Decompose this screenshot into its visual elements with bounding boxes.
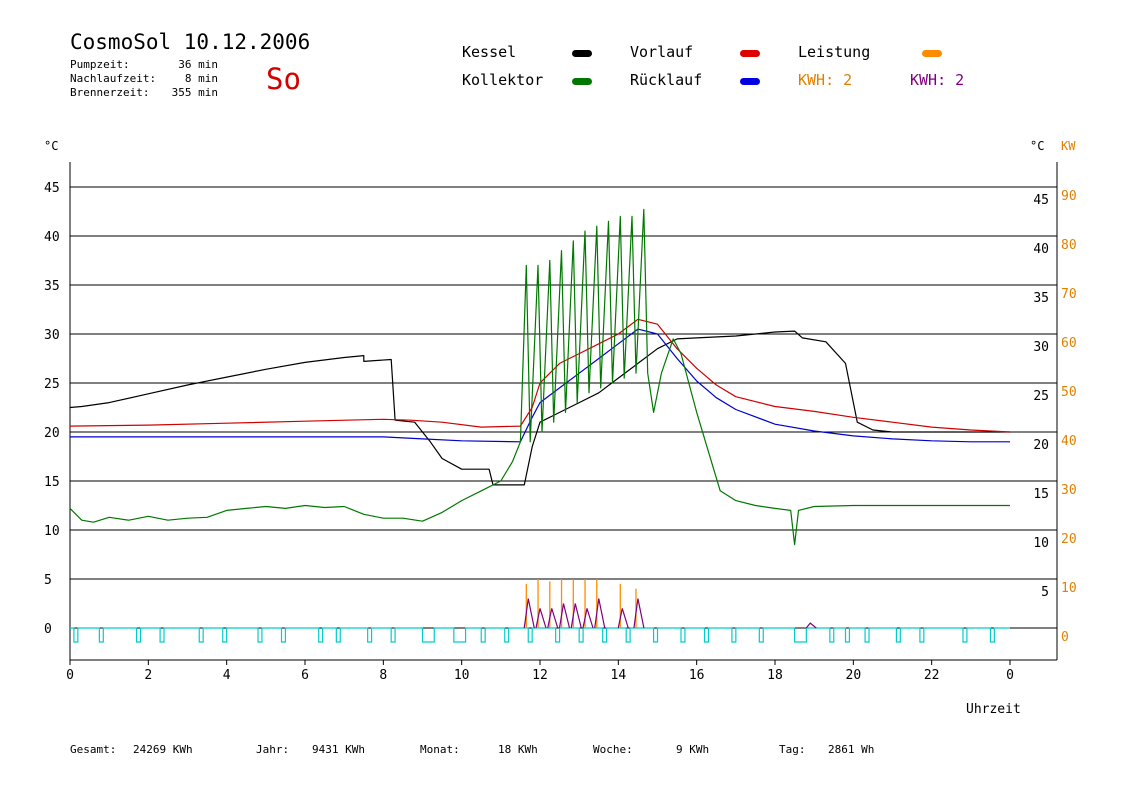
legend-kwh-orange: KWH: 2 [798, 71, 853, 89]
y-tick-right-c: 5 [1041, 585, 1049, 600]
kwh-spike [582, 608, 594, 629]
legend-kessel-swatch [572, 50, 592, 57]
x-tick-label: 6 [301, 668, 309, 683]
x-tick-label: 2 [144, 668, 152, 683]
nachlaufzeit-label: Nachlaufzeit: [70, 72, 157, 85]
series-line-kollektor [69, 208, 1010, 546]
legend-leistung-swatch [922, 50, 942, 57]
y-tick-left: 35 [44, 279, 60, 294]
x-tick-label: 22 [924, 668, 940, 683]
y-tick-right-kw: 40 [1061, 434, 1077, 449]
legend-kwh-purple: KWH: 2 [910, 71, 965, 89]
y-tick-left: 45 [44, 181, 60, 196]
kwh-spike [633, 598, 645, 629]
y-tick-right-kw: 90 [1061, 189, 1077, 204]
monat-label: Monat: [420, 743, 460, 756]
y-tick-right-kw: 0 [1061, 630, 1069, 645]
brennerzeit-label: Brennerzeit: [70, 86, 150, 99]
right-axis-unit-kw: KW [1061, 139, 1076, 153]
x-tick-label: 10 [454, 668, 470, 683]
y-tick-right-kw: 10 [1061, 581, 1077, 596]
y-tick-right-c: 25 [1033, 389, 1049, 404]
x-axis-label: Uhrzeit [966, 702, 1021, 717]
pumpzeit-value: 36 min [178, 58, 218, 71]
legend-vorlauf-label: Vorlauf [630, 43, 694, 61]
kwh-spike [523, 598, 535, 629]
woche-label: Woche: [593, 743, 633, 756]
chart-title: CosmoSol 10.12.2006 [70, 30, 311, 54]
legend-kollektor-label: Kollektor [462, 71, 544, 89]
kwh-spike [570, 603, 582, 629]
x-tick-label: 18 [767, 668, 783, 683]
y-tick-right-c: 15 [1033, 487, 1049, 502]
right-axis-unit-c: °C [1030, 139, 1045, 153]
nachlaufzeit-value: 8 min [184, 72, 218, 85]
x-tick-label: 0 [1006, 668, 1014, 683]
gesamt-value: 24269 KWh [133, 743, 193, 756]
y-tick-left: 0 [44, 622, 52, 637]
tag-value: 2861 Wh [828, 743, 875, 756]
y-tick-right-c: 20 [1033, 438, 1049, 453]
kwh-spike [805, 622, 817, 629]
monat-value: 18 KWh [498, 743, 538, 756]
series-line-ruecklauf [70, 328, 1010, 443]
left-axis-unit: °C [44, 139, 59, 153]
x-tick-label: 0 [66, 668, 74, 683]
legend-kessel-label: Kessel [462, 43, 517, 61]
kwh-spike [594, 598, 606, 629]
weekday-label: So [266, 62, 301, 96]
y-tick-right-kw: 20 [1061, 532, 1077, 547]
legend-ruecklauf-swatch [740, 78, 760, 85]
pump-status-line [70, 627, 1010, 643]
legend-vorlauf-swatch [740, 50, 760, 57]
y-tick-left: 40 [44, 230, 60, 245]
legend-ruecklauf-label: Rücklauf [630, 71, 703, 89]
jahr-label: Jahr: [256, 743, 290, 756]
y-tick-right-c: 10 [1033, 536, 1049, 551]
y-tick-left: 5 [44, 573, 52, 588]
jahr-value: 9431 KWh [312, 743, 365, 756]
y-tick-left: 10 [44, 524, 60, 539]
y-tick-right-c: 45 [1033, 193, 1049, 208]
tag-label: Tag: [779, 743, 806, 756]
x-tick-label: 4 [223, 668, 231, 683]
woche-value: 9 KWh [676, 743, 710, 756]
pumpzeit-label: Pumpzeit: [70, 58, 130, 71]
x-tick-label: 8 [379, 668, 387, 683]
brennerzeit-value: 355 min [171, 86, 218, 99]
series-line-vorlauf [69, 318, 1011, 433]
x-tick-label: 12 [532, 668, 548, 683]
y-tick-right-kw: 60 [1061, 336, 1077, 351]
y-tick-right-kw: 70 [1061, 287, 1077, 302]
legend-leistung-label: Leistung [798, 43, 871, 61]
kwh-spike [547, 608, 559, 629]
y-tick-left: 15 [44, 475, 60, 490]
y-tick-left: 20 [44, 426, 60, 441]
y-tick-right-kw: 50 [1061, 385, 1077, 400]
y-tick-left: 25 [44, 377, 60, 392]
y-tick-right-kw: 30 [1061, 483, 1077, 498]
x-tick-label: 14 [611, 668, 627, 683]
y-tick-left: 30 [44, 328, 60, 343]
y-tick-right-c: 35 [1033, 291, 1049, 306]
y-tick-right-kw: 80 [1061, 238, 1077, 253]
gesamt-label: Gesamt: [70, 743, 117, 756]
series-line-kessel [69, 330, 1010, 486]
kwh-spike [535, 608, 547, 629]
kwh-spike [558, 603, 571, 629]
y-tick-right-c: 40 [1033, 242, 1049, 257]
y-tick-right-c: 30 [1033, 340, 1049, 355]
legend-kollektor-swatch [572, 78, 592, 85]
x-tick-label: 20 [846, 668, 862, 683]
kwh-spike [617, 608, 629, 629]
x-tick-label: 16 [689, 668, 705, 683]
